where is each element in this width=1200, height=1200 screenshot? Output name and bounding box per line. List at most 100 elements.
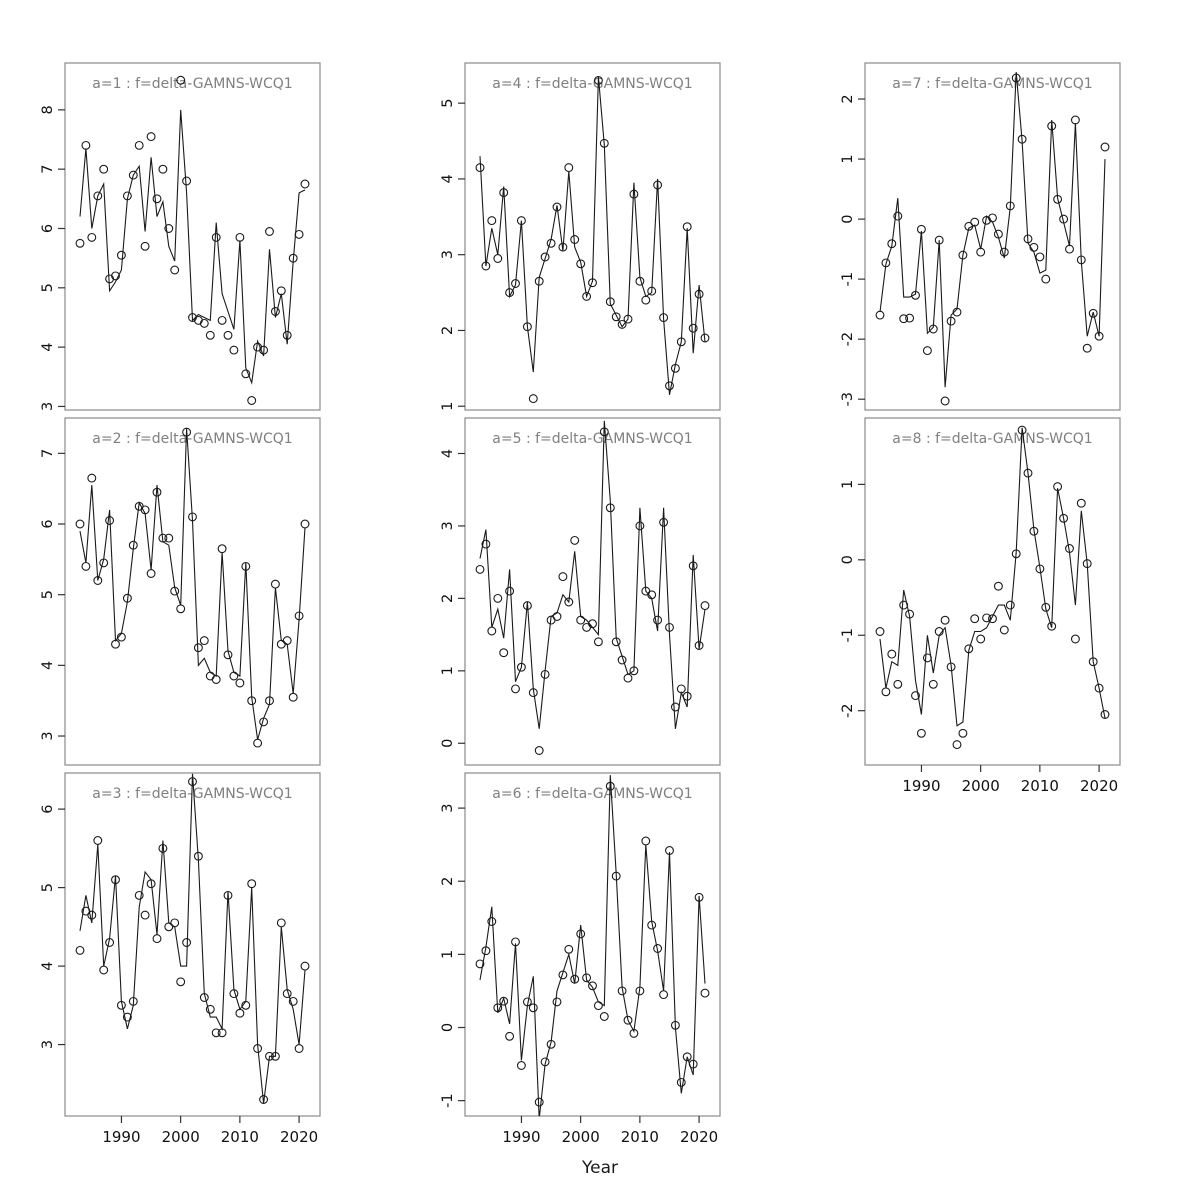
data-point xyxy=(988,213,997,223)
data-point xyxy=(1041,274,1051,284)
data-point xyxy=(505,288,515,298)
data-point xyxy=(928,324,938,334)
y-tick-label: 2 xyxy=(440,594,456,603)
data-point xyxy=(116,632,126,642)
data-point xyxy=(1029,526,1039,536)
data-point xyxy=(270,307,280,316)
data-point xyxy=(1041,602,1051,612)
data-point xyxy=(229,345,239,355)
data-point xyxy=(946,662,956,672)
data-point xyxy=(487,626,497,636)
y-tick-label: 1 xyxy=(440,950,456,959)
data-point xyxy=(122,593,132,603)
data-point xyxy=(905,313,915,323)
data-point xyxy=(87,232,97,242)
panel-title: a=7 : f=delta-GAMNS-WCQ1 xyxy=(892,76,1092,92)
data-point xyxy=(481,261,491,271)
data-point xyxy=(282,636,292,646)
y-tick-label: -1 xyxy=(440,1093,456,1107)
data-point xyxy=(611,637,621,647)
data-point xyxy=(1065,244,1074,254)
data-point xyxy=(93,836,103,845)
panel-a2: a=2 : f=delta-GAMNS-WCQ1 3 4 5 6 7 xyxy=(40,417,321,766)
data-point xyxy=(253,738,263,748)
y-tick-label: 0 xyxy=(840,214,856,223)
data-point xyxy=(487,917,497,926)
y-tick-label: 3 xyxy=(40,402,56,411)
data-point xyxy=(270,579,280,589)
data-point xyxy=(593,637,603,647)
data-point xyxy=(481,946,491,956)
panel-box xyxy=(864,417,1121,766)
data-point xyxy=(247,696,257,706)
data-point xyxy=(188,512,197,522)
data-point xyxy=(940,615,950,625)
data-point xyxy=(682,222,692,232)
data-point xyxy=(265,227,274,236)
data-point xyxy=(958,250,968,260)
data-point xyxy=(1035,564,1045,574)
fitted-line xyxy=(479,420,706,729)
data-point xyxy=(659,990,669,1000)
data-point xyxy=(176,977,186,987)
y-tick-label: 4 xyxy=(40,961,56,970)
data-point xyxy=(682,691,692,701)
data-point xyxy=(605,503,615,513)
data-point xyxy=(211,232,221,242)
data-point xyxy=(475,163,485,173)
data-point xyxy=(629,666,639,676)
data-point xyxy=(582,291,592,301)
y-tick-label: 6 xyxy=(40,804,56,813)
data-point xyxy=(164,533,174,543)
data-point xyxy=(611,312,621,322)
data-point xyxy=(146,132,156,142)
data-point xyxy=(223,650,233,660)
data-point xyxy=(176,604,186,614)
data-point xyxy=(475,959,485,969)
data-point xyxy=(217,544,227,554)
data-point xyxy=(516,662,526,672)
data-point xyxy=(205,671,215,681)
panel-box xyxy=(464,62,721,411)
data-point xyxy=(528,1003,538,1013)
data-point xyxy=(653,180,663,190)
data-point xyxy=(499,996,509,1006)
data-point xyxy=(653,615,663,625)
data-point xyxy=(1094,331,1104,341)
data-point xyxy=(99,965,109,975)
observed-points xyxy=(475,75,710,404)
panel-box xyxy=(464,772,721,1117)
data-point xyxy=(522,601,532,611)
data-point xyxy=(193,851,203,861)
y-tick-label: 2 xyxy=(840,94,856,103)
y-tick-label: 0 xyxy=(440,1023,456,1032)
data-point xyxy=(111,271,120,281)
data-point xyxy=(93,576,103,585)
data-point xyxy=(528,394,538,404)
panel-box xyxy=(64,417,321,766)
panel-title: a=6 : f=delta-GAMNS-WCQ1 xyxy=(492,786,692,802)
data-point xyxy=(93,191,103,201)
observed-points xyxy=(875,425,1110,750)
data-point xyxy=(140,505,150,515)
data-point xyxy=(647,920,657,930)
data-point xyxy=(294,229,304,239)
data-point xyxy=(134,890,144,900)
data-point xyxy=(588,278,597,288)
data-point xyxy=(522,997,532,1007)
y-tick-label: 8 xyxy=(40,105,56,114)
fitted-line xyxy=(79,773,306,1104)
data-point xyxy=(911,691,920,701)
data-point xyxy=(1047,121,1057,131)
panel-a8: a=8 : f=delta-GAMNS-WCQ1 -2 -1 0 1 1990 2000 20… xyxy=(840,417,1121,795)
data-point xyxy=(229,989,239,999)
observed-points xyxy=(475,781,710,1107)
x-tick-label: 2000 xyxy=(562,1128,600,1146)
data-point xyxy=(964,644,974,654)
panel-title: a=1 : f=delta-GAMNS-WCQ1 xyxy=(92,76,292,92)
panel-title: a=3 : f=delta-GAMNS-WCQ1 xyxy=(92,786,292,802)
data-point xyxy=(670,1020,680,1030)
data-point xyxy=(999,625,1009,635)
data-point xyxy=(605,297,615,307)
data-point xyxy=(241,1000,251,1010)
